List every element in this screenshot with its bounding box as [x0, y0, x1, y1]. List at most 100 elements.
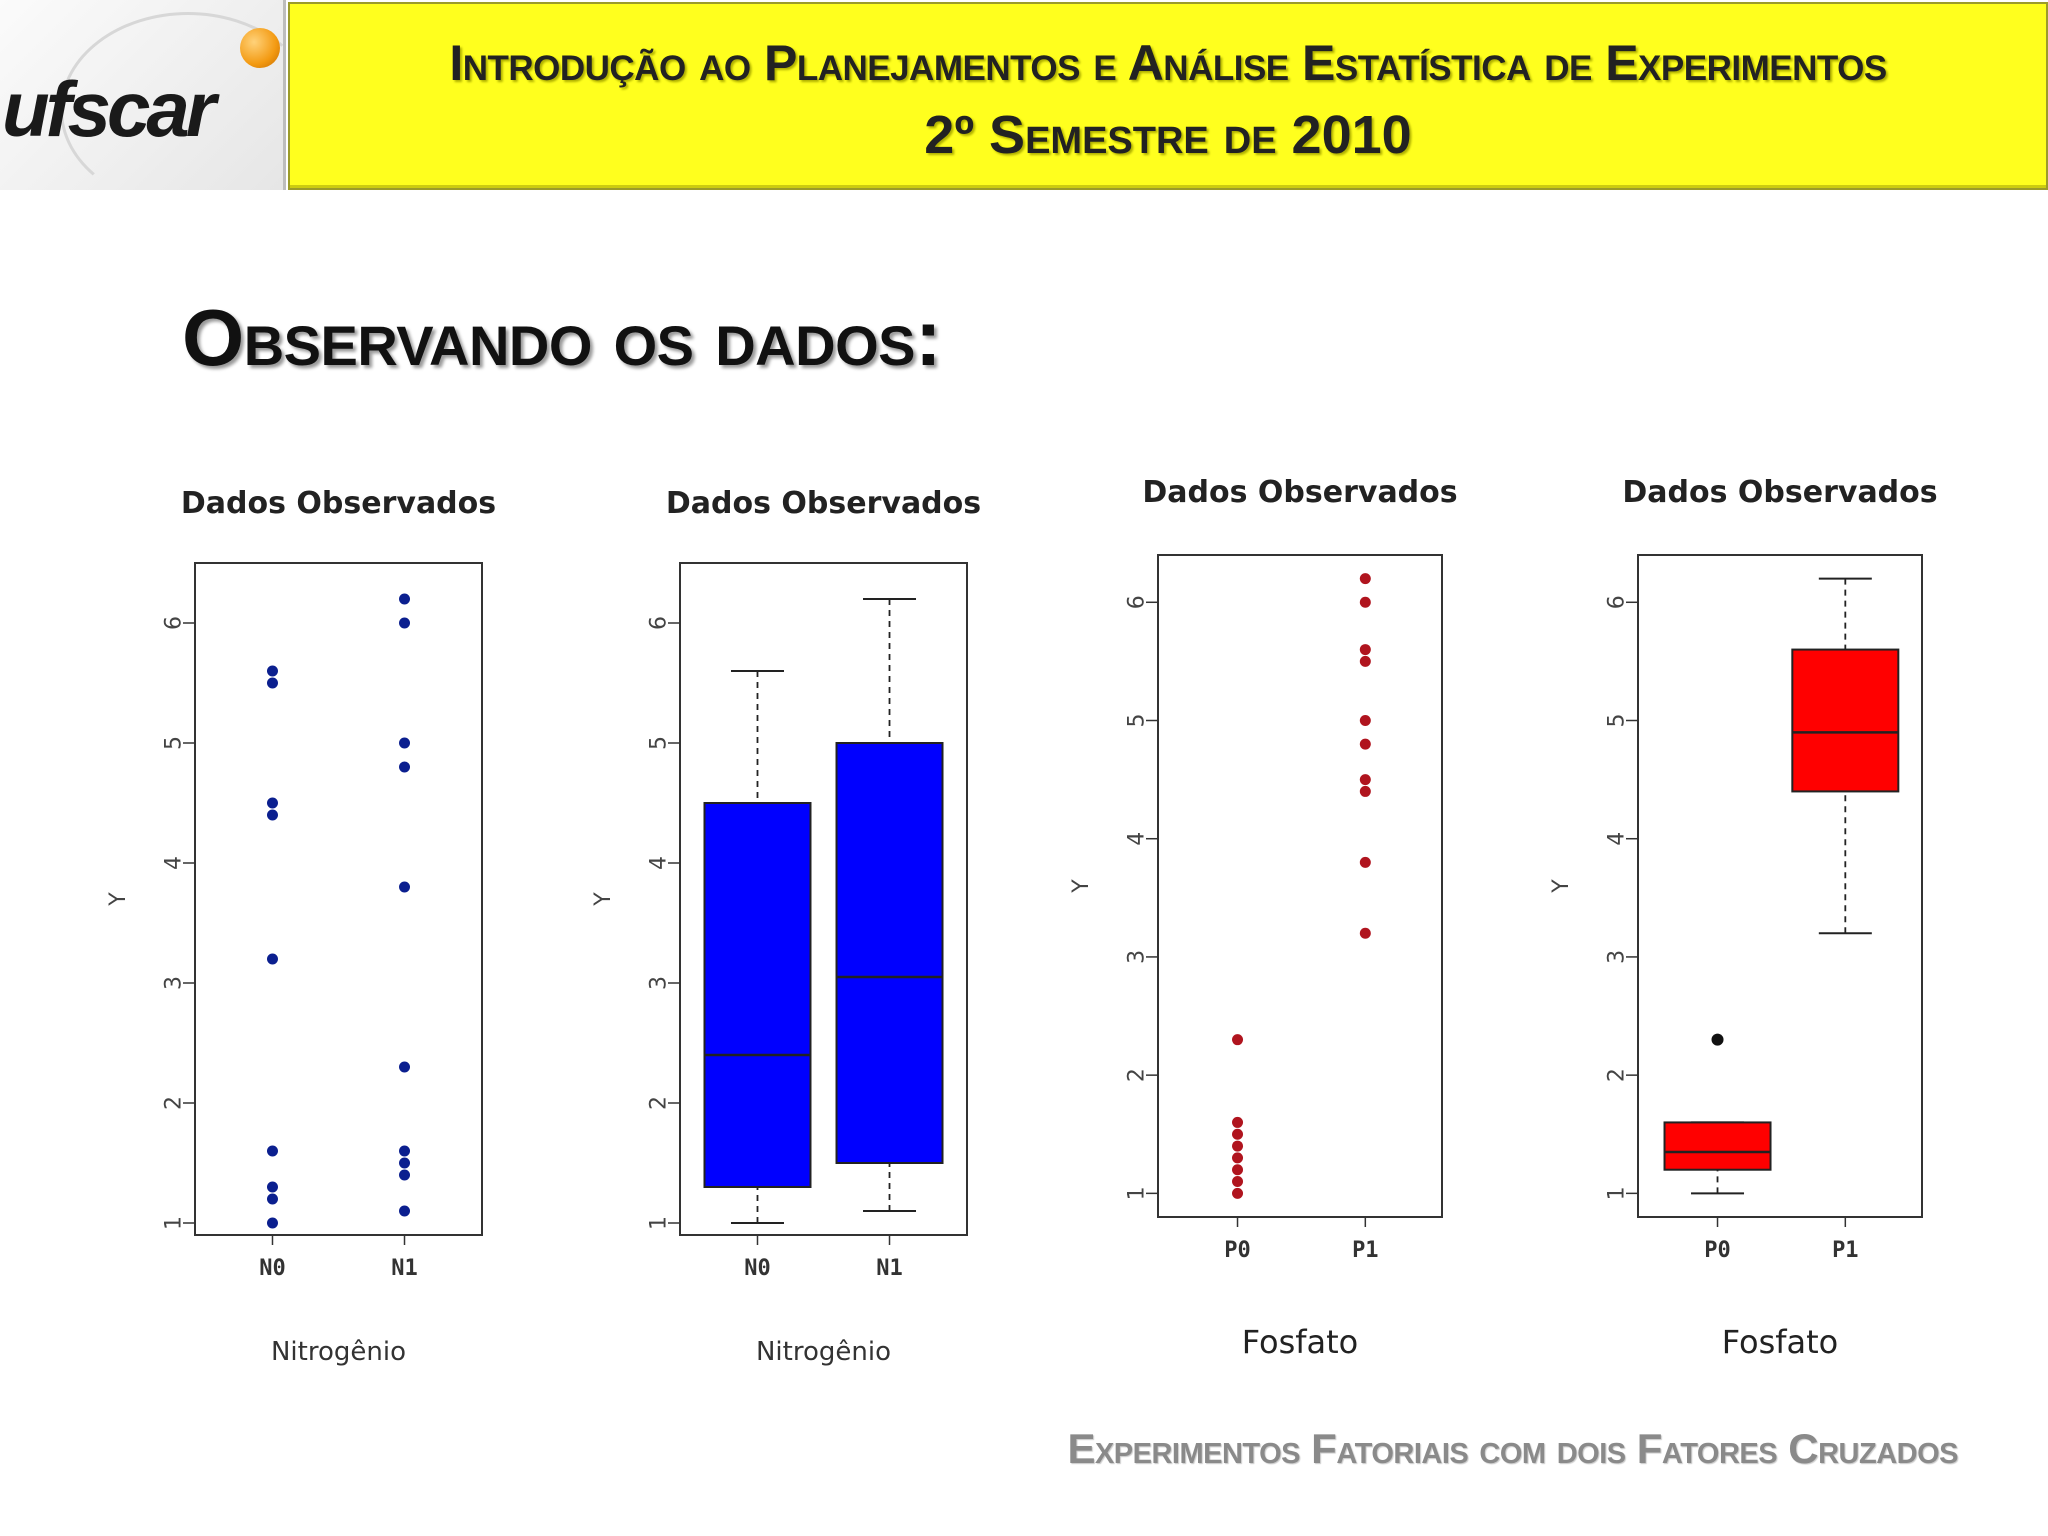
data-point — [1232, 1034, 1244, 1046]
x-axis-label: Fosfato — [1242, 1323, 1359, 1361]
y-tick-label: 6 — [647, 616, 672, 630]
chart-nitrogenio-scatter: Dados Observados 1 2 3 4 5 6 Y N0 N1 Nitrogênio — [106, 486, 496, 1367]
data-point — [1232, 1176, 1244, 1188]
data-point — [1359, 774, 1371, 786]
data-point — [266, 677, 278, 689]
data-point — [1232, 1187, 1244, 1199]
header-band: Introdução ao Planejamentos e Análise Es… — [288, 2, 2048, 190]
data-point — [266, 1193, 278, 1205]
data-point — [266, 953, 278, 965]
y-tick-label: 1 — [162, 1216, 187, 1230]
y-tick-label: 1 — [1605, 1186, 1630, 1200]
data-point — [1359, 573, 1371, 585]
y-tick-label: 3 — [1605, 950, 1630, 964]
data-point — [1359, 715, 1371, 726]
x-tick-label: N0 — [744, 1256, 771, 1281]
y-tick-label: 3 — [647, 976, 672, 990]
y-tick-label: 5 — [162, 736, 187, 750]
data-point — [266, 809, 278, 821]
slide-title: Observando os dados: — [182, 293, 942, 382]
chart-title: Dados Observados — [1622, 475, 1937, 510]
data-point — [266, 797, 278, 809]
data-point — [1359, 644, 1371, 656]
data-point — [1232, 1140, 1244, 1152]
box-iqr — [1791, 648, 1900, 793]
data-point — [399, 737, 411, 749]
data-point — [1359, 596, 1371, 608]
header-course-title: Introdução ao Planejamentos e Análise Es… — [449, 35, 1887, 91]
box-iqr — [703, 802, 812, 1188]
footer-subtitle: Experimentos Fatoriais com dois Fatores … — [1067, 1425, 1958, 1472]
data-point — [399, 1157, 411, 1169]
data-point — [266, 1181, 278, 1193]
data-point — [399, 1061, 411, 1073]
chart-title: Dados Observados — [666, 486, 981, 521]
y-axis-label: Y — [106, 892, 131, 907]
x-tick-label: N1 — [876, 1256, 903, 1281]
data-point — [399, 617, 411, 629]
y-tick-label: 3 — [162, 976, 187, 990]
data-point — [399, 1169, 411, 1181]
x-tick-label: P1 — [1832, 1238, 1859, 1263]
data-point — [1359, 655, 1371, 667]
y-tick-label: 4 — [1605, 832, 1630, 846]
data-point — [266, 665, 278, 677]
data-point — [1359, 856, 1371, 868]
data-point — [266, 1217, 278, 1229]
data-point — [266, 1145, 278, 1157]
y-tick-label: 4 — [647, 856, 672, 870]
x-tick-label: N0 — [259, 1256, 286, 1281]
x-tick-label: P0 — [1704, 1238, 1731, 1263]
data-point — [399, 1145, 411, 1157]
y-tick-label: 1 — [1125, 1186, 1150, 1200]
data-point — [1359, 927, 1371, 939]
logo-orange-dot — [240, 28, 280, 68]
logo-swoosh — [60, 12, 283, 190]
box-iqr — [1663, 1121, 1772, 1171]
x-tick-label: N1 — [391, 1256, 418, 1281]
y-axis-label: Y — [591, 892, 616, 907]
data-point — [399, 761, 411, 773]
data-point — [399, 1205, 411, 1217]
plot-frame — [1157, 554, 1443, 1218]
data-point — [1232, 1152, 1244, 1164]
data-point — [1232, 1164, 1244, 1176]
outlier-point — [1711, 1033, 1724, 1046]
plot-frame — [194, 562, 483, 1236]
y-tick-label: 5 — [1605, 714, 1630, 728]
y-tick-label: 4 — [1125, 832, 1150, 846]
y-tick-label: 6 — [1605, 595, 1630, 609]
x-tick-label: P1 — [1352, 1238, 1379, 1263]
chart-title: Dados Observados — [1142, 475, 1457, 510]
y-tick-label: 4 — [162, 856, 187, 870]
logo-text: ufscar — [2, 65, 216, 153]
y-tick-label: 6 — [1125, 595, 1150, 609]
y-tick-label: 2 — [162, 1096, 187, 1110]
data-point — [1359, 785, 1371, 797]
y-tick-label: 3 — [1125, 950, 1150, 964]
x-axis-label: Fosfato — [1722, 1323, 1839, 1361]
y-tick-label: 2 — [647, 1096, 672, 1110]
y-tick-label: 5 — [1125, 714, 1150, 728]
plot-frame — [1637, 554, 1923, 1218]
data-point — [1232, 1116, 1244, 1128]
header-semester: 2º Semestre de 2010 — [924, 105, 1412, 165]
y-tick-label: 2 — [1605, 1068, 1630, 1082]
y-axis-label: Y — [1069, 879, 1094, 894]
x-axis-label: Nitrogênio — [271, 1337, 406, 1367]
chart-fosfato-scatter: Dados Observados 1 2 3 4 5 6 Y P0 P1 Fosfato — [1069, 475, 1458, 1361]
box-iqr — [835, 742, 944, 1164]
x-axis-label: Nitrogênio — [756, 1337, 891, 1367]
plot-frame — [679, 562, 968, 1236]
data-point — [399, 593, 411, 605]
y-axis-label: Y — [1549, 879, 1574, 894]
y-tick-label: 6 — [162, 616, 187, 630]
chart-title: Dados Observados — [181, 486, 496, 521]
data-point — [399, 881, 411, 893]
x-tick-label: P0 — [1224, 1238, 1251, 1263]
chart-fosfato-boxplot: Dados Observados 1 2 3 4 5 6 Y P0 P1 Fosfato — [1549, 475, 1938, 1361]
y-tick-label: 1 — [647, 1216, 672, 1230]
chart-nitrogenio-boxplot: Dados Observados 1 2 3 4 5 6 Y N0 N1 Nitrogênio — [591, 486, 981, 1367]
y-tick-label: 5 — [647, 736, 672, 750]
y-tick-label: 2 — [1125, 1068, 1150, 1082]
